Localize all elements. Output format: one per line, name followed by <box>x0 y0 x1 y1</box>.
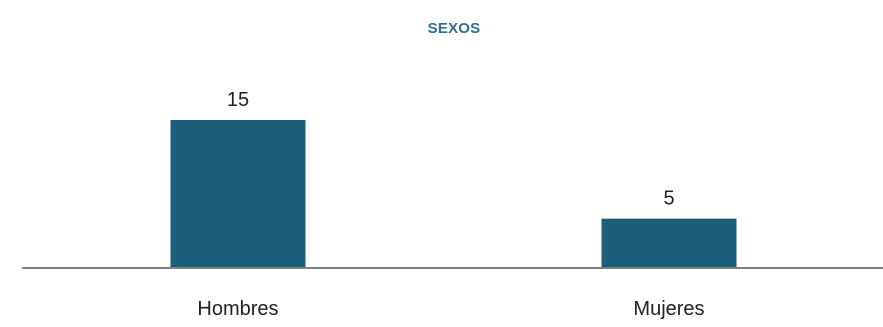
data-label-mujeres: 5 <box>663 188 674 210</box>
chart-title: SEXOS <box>427 20 481 37</box>
bar-hombres <box>170 120 306 268</box>
labels-layer: 15 Hombres 5 Mujeres <box>197 89 704 320</box>
x-tick-label-hombres: Hombres <box>197 298 278 320</box>
bars-layer <box>170 120 737 268</box>
data-label-hombres: 15 <box>227 89 249 111</box>
bar-mujeres <box>601 218 737 268</box>
x-tick-label-mujeres: Mujeres <box>633 298 704 320</box>
